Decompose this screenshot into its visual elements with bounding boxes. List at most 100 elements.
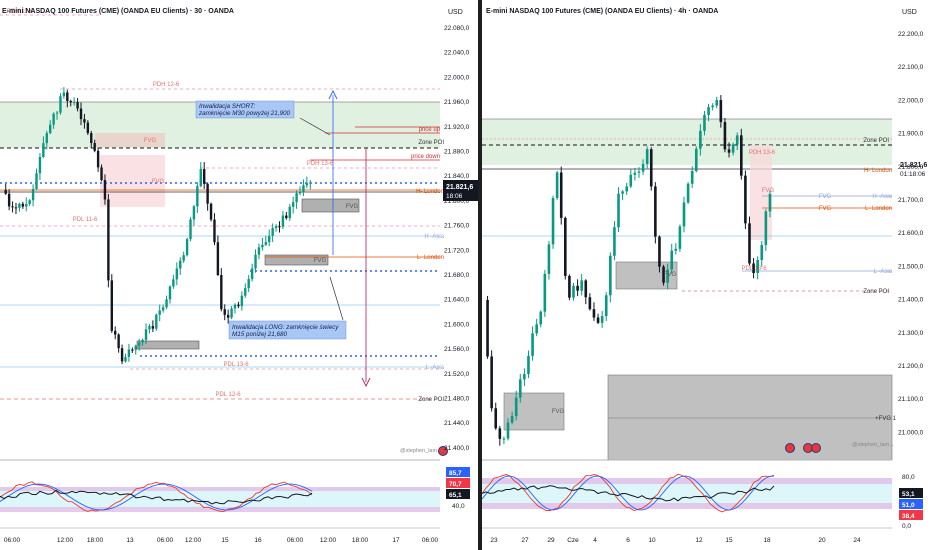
candle-body [568, 275, 571, 298]
candle-body [38, 156, 42, 174]
label-pdl-13-6: PDL 13-6 [741, 266, 767, 272]
label-zone-poi-bottom: Zone POI [418, 397, 444, 403]
candle-body [711, 105, 714, 108]
candle-body [727, 149, 731, 153]
fvg-box-grey-2[interactable] [503, 392, 565, 431]
candle-body [715, 100, 719, 106]
panel-divider[interactable] [478, 0, 482, 550]
long-note-box [228, 320, 347, 340]
time-tick: 15 [725, 537, 733, 544]
candle-body [617, 193, 620, 228]
price-tick: 22.100,0 [898, 64, 924, 71]
price-tick: 21.800,0 [444, 198, 470, 205]
price-tick: 22.040,0 [444, 50, 470, 57]
price-tick: 21.640,0 [444, 297, 470, 304]
time-tick: 12:00 [57, 537, 74, 544]
price-tick: 21.400,0 [444, 445, 470, 452]
candle-body [506, 422, 510, 439]
price-tick: 21.560,0 [444, 346, 470, 353]
us-flag-icon[interactable] [438, 446, 448, 456]
candle-body [274, 226, 278, 229]
candles-group [486, 95, 772, 446]
candle-body [752, 263, 755, 273]
candle-body [641, 164, 645, 172]
candle-body [45, 133, 48, 144]
right-chart-svg[interactable]: Zone POI PDH 13-6 H- London H -Asia L- Londo… [482, 0, 932, 550]
price-tick: 21.760,0 [444, 223, 470, 230]
candle-body [49, 124, 52, 134]
candle-body [11, 206, 14, 208]
candle-body [76, 102, 79, 109]
candle-body [124, 356, 127, 362]
candle-body [486, 300, 489, 357]
osc-badge-text: 70,7 [449, 481, 462, 488]
label-fvg-asia: FVG [819, 194, 832, 200]
candle-body [543, 273, 547, 312]
label-fvg-grey: FVG [346, 204, 359, 210]
candle-body [271, 228, 274, 236]
us-flag-icon[interactable] [785, 443, 795, 453]
candle-body [707, 107, 710, 115]
price-tick: 21.680,0 [444, 272, 470, 279]
candle-body [165, 299, 168, 308]
price-tick: 21.800,0 [898, 164, 924, 171]
osc-badge-text: 85,7 [449, 470, 462, 477]
time-tick: 16 [254, 537, 262, 544]
candle-body [72, 102, 76, 104]
candle-body [740, 135, 743, 176]
chart-title: E-mini NASDAQ 100 Futures (CME) (OANDA E… [486, 8, 718, 15]
osc-mid-band [0, 487, 440, 509]
candle-body [625, 186, 629, 192]
candle-body [18, 203, 21, 208]
candle-body [179, 260, 182, 269]
left-chart-svg[interactable]: Inwalidacja SHORT: zamknięcie M30 powyżej… [0, 0, 478, 550]
label-fvg-grey-2: FVG [552, 409, 565, 415]
time-tick: 17 [392, 537, 400, 544]
label-pdh-12-6: PDH 12-6 [153, 82, 180, 88]
candle-body [295, 193, 298, 203]
candle-body [185, 239, 189, 256]
long-note-pointer [329, 276, 344, 321]
candle-body [744, 175, 747, 224]
label-h-asia: H -Asia [872, 194, 892, 200]
candles-group [4, 87, 312, 365]
osc-red-line [482, 473, 775, 513]
osc-badge [899, 499, 923, 509]
candle-body [131, 349, 134, 351]
right-chart-panel[interactable]: Zone POI PDH 13-6 H- London H -Asia L- Londo… [482, 0, 932, 550]
time-tick: 10 [648, 537, 656, 544]
candle-body [62, 92, 66, 97]
short-note-line2: zamknięcie M30 powyżej 21,900 [198, 110, 291, 117]
candle-body [161, 307, 165, 311]
osc-tick: 80,0 [902, 474, 915, 481]
left-background [0, 0, 478, 550]
candle-body [494, 408, 498, 429]
candle-body [298, 192, 302, 194]
fvg-box-large[interactable] [607, 374, 893, 461]
candle-body [4, 190, 7, 194]
price-tick: 21.960,0 [444, 99, 470, 106]
candle-body [719, 100, 723, 123]
price-tick: 21.600,0 [444, 321, 470, 328]
candle-body [35, 173, 38, 189]
candle-body [226, 314, 230, 318]
candle-body [220, 274, 223, 310]
candle-body [703, 114, 706, 131]
label-h-london: H- London [864, 168, 892, 174]
candle-body [547, 244, 551, 274]
candle-body [31, 188, 35, 201]
osc-red-line [0, 481, 313, 512]
fvg-box-grey-2[interactable] [264, 254, 329, 266]
osc-blue-line [0, 483, 313, 511]
last-price-badge [443, 180, 478, 201]
candle-body [572, 285, 575, 298]
us-flag-icon-3[interactable] [811, 443, 821, 453]
candle-body [288, 206, 291, 219]
fvg-box-grey-3[interactable] [136, 340, 200, 350]
price-tick: 22.000,0 [898, 97, 924, 104]
left-chart-panel[interactable]: Inwalidacja SHORT: zamknięcie M30 powyżej… [0, 0, 478, 550]
label-pdl-11-6: PDL 11-6 [73, 217, 98, 223]
fvg-box-grey[interactable] [301, 198, 360, 213]
candle-body [551, 198, 555, 245]
candle-body [535, 324, 538, 334]
